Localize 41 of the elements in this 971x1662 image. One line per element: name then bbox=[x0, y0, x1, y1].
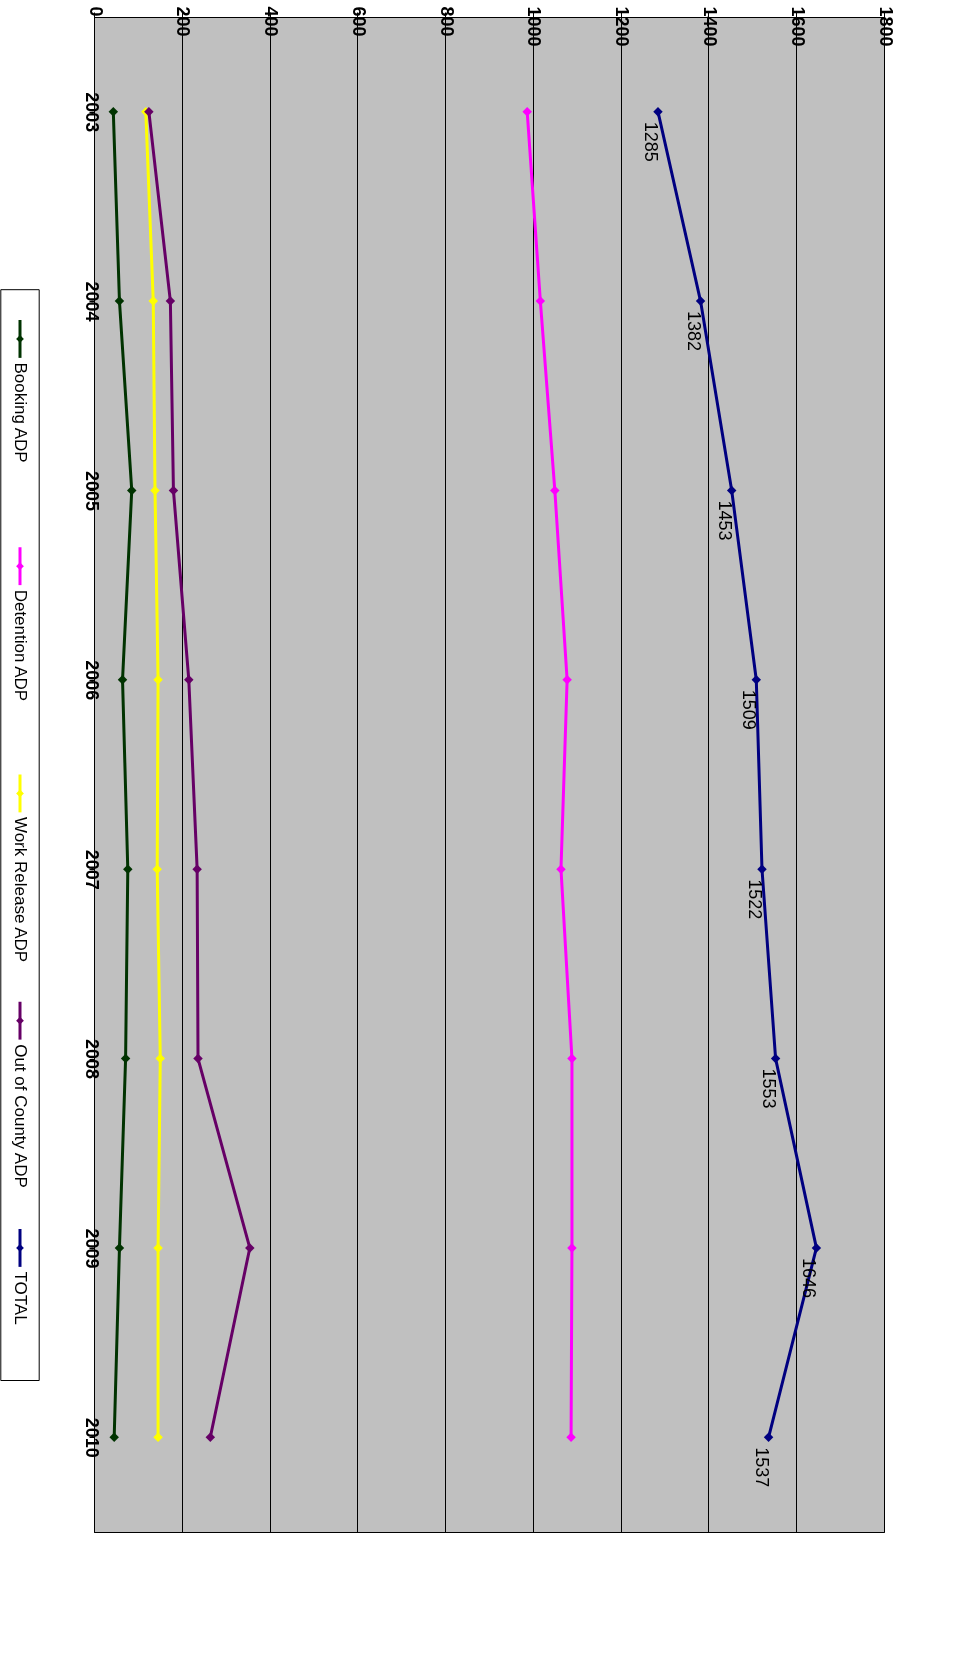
point bbox=[535, 296, 546, 306]
legend-label: Out of County ADP bbox=[11, 1044, 30, 1188]
point bbox=[114, 296, 125, 306]
point bbox=[165, 296, 176, 306]
point bbox=[192, 864, 202, 874]
data-label: 1285 bbox=[640, 121, 661, 162]
point bbox=[117, 675, 128, 685]
point bbox=[751, 675, 762, 685]
point bbox=[123, 864, 133, 874]
x-tick-label: 0 bbox=[85, 6, 106, 17]
data-label: 1453 bbox=[714, 500, 735, 541]
legend-label: Detention ADP bbox=[11, 589, 30, 702]
data-label: 1382 bbox=[683, 311, 704, 352]
legend-label: Work Release ADP bbox=[11, 816, 30, 963]
point bbox=[566, 1432, 576, 1443]
point bbox=[653, 106, 663, 117]
point bbox=[726, 485, 737, 496]
point bbox=[109, 1432, 119, 1443]
legend-label: Booking ADP bbox=[11, 362, 30, 463]
point bbox=[152, 864, 162, 874]
data-label: 1537 bbox=[751, 1447, 772, 1488]
point bbox=[770, 1053, 781, 1064]
point bbox=[148, 296, 158, 306]
point bbox=[695, 296, 706, 306]
point bbox=[205, 1432, 216, 1443]
point bbox=[114, 1243, 125, 1253]
point bbox=[184, 675, 194, 685]
point bbox=[562, 675, 572, 685]
legend-label: TOTAL bbox=[11, 1271, 30, 1325]
point bbox=[155, 1053, 166, 1064]
point bbox=[811, 1243, 822, 1253]
point bbox=[522, 106, 532, 117]
point bbox=[763, 1432, 774, 1443]
point bbox=[153, 675, 163, 685]
point bbox=[245, 1243, 255, 1253]
point bbox=[153, 1432, 163, 1443]
data-label: 1509 bbox=[739, 689, 760, 730]
data-label: 1553 bbox=[758, 1068, 779, 1109]
data-label: 1522 bbox=[744, 879, 765, 920]
data-label: 1646 bbox=[799, 1257, 820, 1298]
point bbox=[168, 485, 179, 496]
